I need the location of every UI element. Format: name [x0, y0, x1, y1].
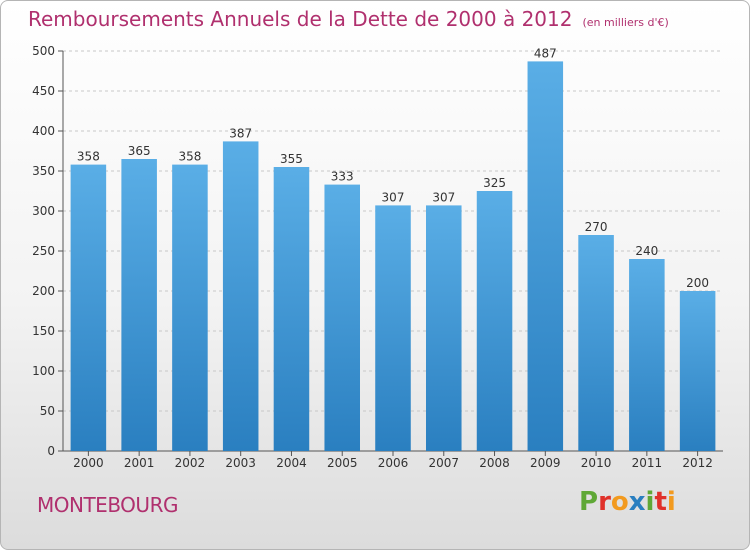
bar-2010 [578, 235, 614, 451]
y-tick-label: 100 [32, 364, 55, 378]
y-tick-label: 500 [32, 44, 55, 58]
x-tick-label: 2004 [276, 456, 307, 470]
chart-unit: (en milliers d'€) [582, 16, 669, 29]
bar-value-label: 240 [635, 244, 658, 258]
logo-letter: P [579, 487, 599, 517]
bar-2011 [629, 259, 665, 451]
y-tick-label: 250 [32, 244, 55, 258]
y-tick-label: 50 [40, 404, 55, 418]
bar-value-label: 200 [686, 276, 709, 290]
x-tick-label: 2005 [327, 456, 358, 470]
logo-letter: r [598, 487, 611, 517]
logo-letter: i [645, 487, 655, 517]
bar-2009 [527, 61, 564, 452]
y-tick-label: 450 [32, 84, 55, 98]
x-tick-label: 2010 [581, 456, 612, 470]
x-tick-label: 2011 [632, 456, 663, 470]
bar-2012 [679, 291, 716, 451]
x-tick-label: 2006 [378, 456, 409, 470]
logo-letter: x [628, 487, 646, 517]
bar-value-label: 487 [534, 46, 557, 60]
bar-2008 [476, 191, 513, 451]
x-tick-label: 2009 [530, 456, 561, 470]
logo-letter: t [654, 487, 667, 517]
bar-value-label: 325 [483, 176, 506, 190]
bar-2005 [324, 184, 360, 451]
bar-value-label: 270 [585, 220, 608, 234]
bar-2000 [70, 164, 107, 451]
bar-2004 [273, 167, 310, 451]
bar-2001 [121, 159, 157, 451]
bar-2002 [172, 164, 208, 451]
y-tick-label: 0 [47, 444, 55, 458]
bar-2003 [222, 141, 259, 451]
bar-value-label: 333 [331, 170, 354, 184]
y-tick-label: 200 [32, 284, 55, 298]
x-tick-label: 2008 [479, 456, 510, 470]
bar-value-label: 307 [432, 190, 455, 204]
bars [70, 61, 716, 452]
bar-value-label: 355 [280, 152, 303, 166]
proxiti-logo: Proxiti [579, 487, 676, 517]
chart-title: Remboursements Annuels de la Dette de 20… [28, 7, 573, 31]
logo-letter: o [610, 487, 629, 517]
y-tick-label: 300 [32, 204, 55, 218]
bar-value-label: 387 [229, 126, 252, 140]
labels: 0 50 100 150 200 250 300 350 400 450 500 358 2000 365… [32, 44, 713, 470]
bar-2007 [426, 205, 462, 451]
logo-letter: i [666, 487, 676, 517]
bar-2006 [375, 205, 411, 451]
bar-value-label: 358 [77, 150, 100, 164]
x-tick-label: 2007 [428, 456, 459, 470]
x-tick-label: 2002 [175, 456, 206, 470]
x-tick-label: 2012 [682, 456, 713, 470]
x-tick-label: 2003 [225, 456, 256, 470]
x-tick-label: 2000 [73, 456, 104, 470]
bar-value-label: 358 [178, 150, 201, 164]
y-tick-label: 350 [32, 164, 55, 178]
bar-value-label: 365 [128, 144, 151, 158]
x-tick-label: 2001 [124, 456, 155, 470]
y-tick-label: 150 [32, 324, 55, 338]
commune-name: MONTEBOURG [37, 493, 178, 517]
chart-title-row: Remboursements Annuels de la Dette de 20… [28, 7, 669, 31]
bar-value-label: 307 [382, 190, 405, 204]
y-tick-label: 400 [32, 124, 55, 138]
